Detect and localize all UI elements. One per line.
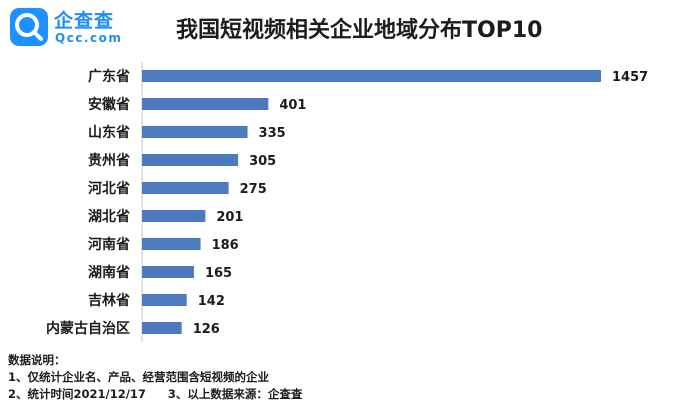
logo-domain: Qcc.com — [55, 31, 123, 45]
bar — [142, 70, 601, 82]
logo-name: 企查查 — [54, 10, 115, 32]
value-label: 126 — [193, 322, 220, 337]
data-notes: 数据说明： 1、仅统计企业名、产品、经营范围含短视频的企业 2、统计时间2021… — [8, 352, 302, 403]
notes-line-1: 1、仅统计企业名、产品、经营范围含短视频的企业 — [8, 370, 269, 384]
notes-line-3: 3、以上数据来源：企查查 — [167, 387, 303, 401]
bar — [142, 322, 182, 334]
category-label: 湖北省 — [88, 208, 130, 225]
bar — [142, 154, 239, 166]
category-label: 内蒙古自治区 — [46, 320, 130, 337]
value-label: 401 — [279, 98, 306, 113]
category-label: 湖南省 — [88, 264, 130, 281]
bar — [142, 182, 229, 194]
category-label: 山东省 — [88, 124, 130, 141]
logo: 企查查 Qcc.com — [10, 6, 140, 50]
value-label: 186 — [212, 238, 239, 253]
bar — [142, 210, 206, 222]
category-label: 广东省 — [88, 68, 130, 85]
category-label: 河北省 — [88, 180, 130, 197]
value-label: 1457 — [612, 70, 648, 85]
value-label: 201 — [216, 210, 243, 225]
bar-chart: 广东省 1457 安徽省 401 山东省 335 贵州省 305 河北省 275 湖北省 201 河南省… — [46, 62, 648, 342]
value-label: 275 — [240, 182, 267, 197]
bar — [142, 294, 187, 306]
notes-heading: 数据说明： — [8, 353, 66, 367]
notes-line-2: 2、统计时间2021/12/17 — [8, 387, 146, 401]
value-label: 305 — [249, 154, 276, 169]
category-label: 吉林省 — [88, 292, 130, 309]
value-label: 142 — [198, 294, 225, 309]
value-label: 335 — [259, 126, 286, 141]
category-label: 贵州省 — [88, 152, 130, 169]
value-label: 165 — [205, 266, 232, 281]
bar — [142, 98, 269, 110]
bar — [142, 238, 201, 250]
bar — [142, 126, 248, 138]
bar — [142, 266, 194, 278]
qcc-logo-icon — [10, 8, 48, 46]
category-label: 河南省 — [88, 236, 130, 253]
chart-title: 我国短视频相关企业地域分布TOP10 — [176, 18, 543, 43]
category-label: 安徽省 — [88, 96, 130, 113]
